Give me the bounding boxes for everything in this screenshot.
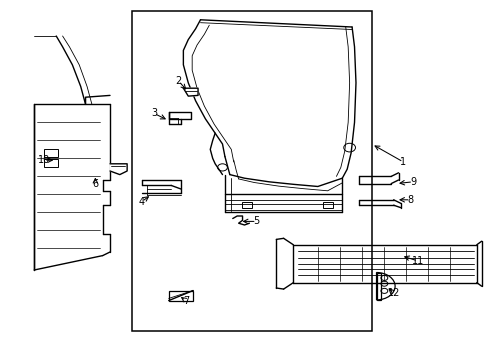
Text: 4: 4 [139,197,144,207]
Bar [44,159,58,167]
Text: 9: 9 [409,177,415,187]
Text: 6: 6 [92,179,98,189]
Bar [376,273,381,300]
Bar [132,11,371,331]
Polygon shape [110,164,127,175]
Bar [241,202,252,208]
Text: 1: 1 [400,157,406,167]
Bar [322,202,333,208]
Bar [44,149,58,157]
Text: 12: 12 [386,288,399,298]
Bar [168,291,193,301]
Text: 2: 2 [175,76,181,86]
Text: 8: 8 [407,195,413,205]
Text: 7: 7 [183,296,188,306]
Text: 5: 5 [253,216,259,226]
Polygon shape [183,88,198,96]
Text: 10: 10 [38,155,50,165]
Text: 11: 11 [411,256,424,266]
Text: 3: 3 [151,108,157,118]
